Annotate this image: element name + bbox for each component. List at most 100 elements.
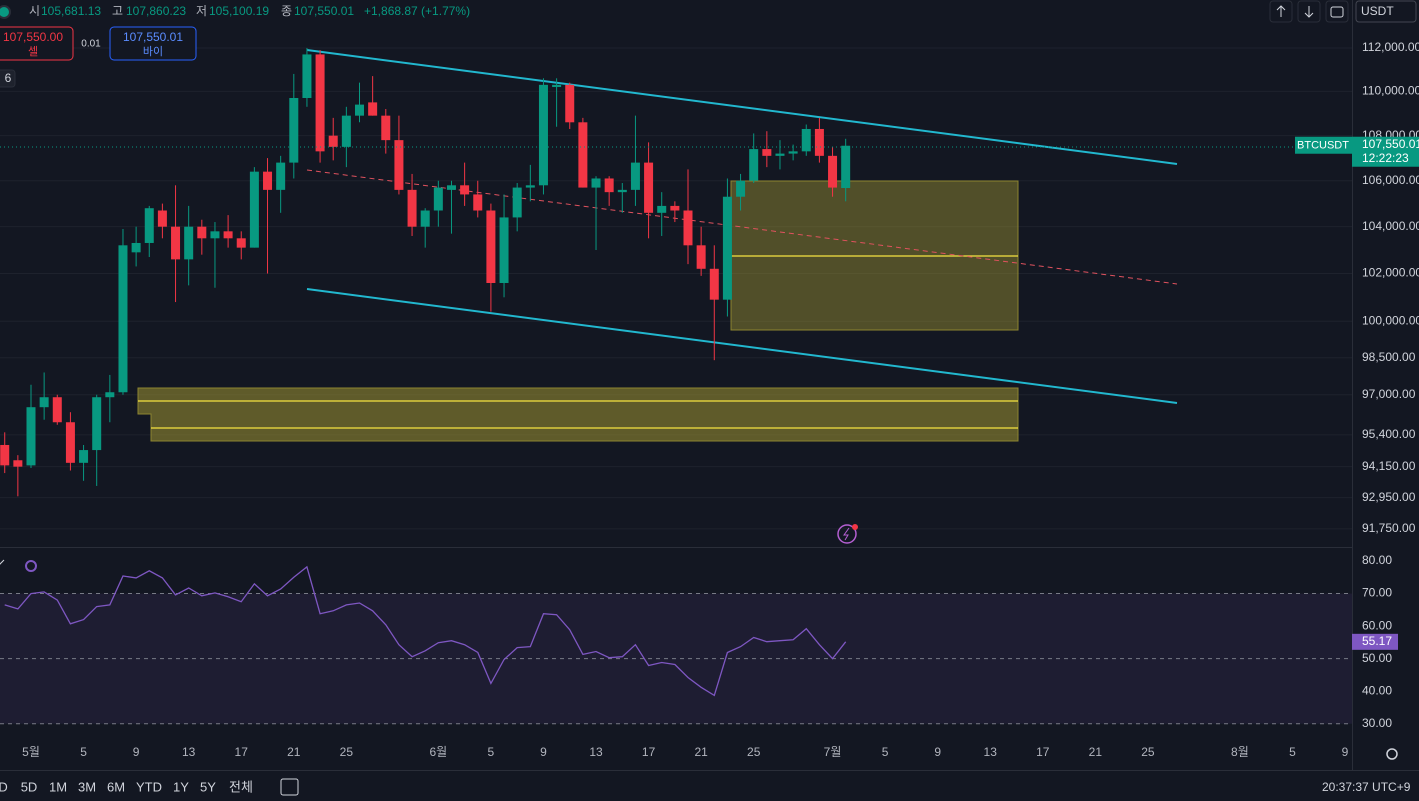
range-button[interactable]: 5Y [200,779,216,794]
badge: 6 [5,71,12,85]
buy-price: 107,550.01 [123,30,183,44]
rsi-tag [1352,633,1398,650]
candle-body [433,187,443,211]
candle-body [26,407,36,466]
x-tick-label: 17 [235,745,249,759]
trend-line [306,288,1178,404]
candle-body [328,135,338,147]
x-tick-label: 17 [642,745,656,759]
candle-body [473,194,483,211]
indicator-icon[interactable] [25,560,37,572]
y-tick-label: 30.00 [1362,716,1392,730]
x-tick-label: 13 [984,745,998,759]
candle-body [263,171,273,190]
candle-body [407,189,417,227]
price-tag-label: 107,550.01 [1362,137,1419,151]
badge-box[interactable] [0,69,16,88]
sell-button[interactable] [0,26,74,61]
ohlc-value: 107,860.23 [126,4,186,18]
candle-body [828,155,838,188]
drawings [137,49,1178,442]
alert-icon[interactable] [837,524,857,544]
currency-button[interactable] [1355,0,1417,23]
candle-body [210,231,220,239]
buy-button[interactable] [109,26,197,61]
y-tick-label: 102,000.00 [1362,266,1419,280]
candle-body [223,231,233,239]
range-button[interactable]: D [0,779,8,794]
candle-body [722,196,732,300]
candle-body [525,185,535,188]
candle-body [591,178,601,188]
y-tick-label: 91,750.00 [1362,521,1416,535]
candle-body [144,208,154,243]
candle-body [578,122,588,188]
symbol-tag [1295,136,1352,154]
candles [0,47,851,497]
candle-body [460,185,470,195]
range-button[interactable]: 6M [107,779,125,794]
candle-body [565,84,575,123]
x-tick-label: 5 [80,745,87,759]
symbol-icon[interactable] [0,5,11,19]
price-tag [1352,136,1419,167]
range-button[interactable]: 전체 [229,779,253,794]
currency: USDT [1361,4,1394,18]
x-tick-label: 25 [340,745,354,759]
candle-body [157,210,167,227]
arrow-up-icon [1276,5,1286,17]
candle-body [13,460,23,467]
candle-body [486,210,496,283]
ohlc-label: 종 [281,4,292,18]
candle-body [184,226,194,260]
candle-body [171,226,181,260]
range-button[interactable]: 1Y [173,779,189,794]
settings-icon[interactable] [1386,748,1398,760]
candle-body [381,115,391,141]
range-button[interactable]: 1M [49,779,67,794]
countdown-label: 12:22:23 [1362,151,1409,165]
candle-body [118,245,128,393]
candle-body [341,115,351,147]
y-tick-label: 110,000.00 [1362,84,1419,98]
candle-body [762,149,772,156]
candle-body [552,84,562,88]
x-tick-label: 9 [540,745,547,759]
range-button[interactable]: 3M [78,779,96,794]
reset-button[interactable] [1325,0,1349,23]
x-tick-label: 25 [747,745,761,759]
candle-body [736,180,746,197]
rsi-line [4,565,847,697]
candle-body [249,171,259,248]
range-button[interactable]: 5D [21,779,38,794]
ohlc-value: 105,100.19 [209,4,269,18]
scroll-down-button[interactable] [1297,0,1321,23]
collapse-icon[interactable] [0,559,5,566]
x-tick-label: 13 [589,745,603,759]
candle-body [355,104,364,116]
x-tick-label: 17 [1036,745,1050,759]
candle-body [775,153,785,156]
calendar-icon[interactable] [280,778,299,796]
alert-bolt [843,527,850,541]
range-button[interactable]: YTD [136,779,162,794]
x-tick-label: 6월 [429,745,447,759]
candle-body [420,210,430,227]
candle-body [65,422,75,463]
candle-body [394,140,404,190]
candle-body [604,178,614,193]
y-tick-label: 80.00 [1362,553,1392,567]
sell-label: 셀 [28,45,38,58]
arrow-down-icon [1304,6,1314,18]
y-tick-label: 60.00 [1362,618,1392,632]
scroll-up-button[interactable] [1269,0,1293,23]
ohlc-label: 저 [196,4,207,18]
candle-body [814,128,824,156]
grid [0,47,1352,530]
x-tick-label: 9 [1342,745,1349,759]
x-tick-label: 7월 [824,745,842,759]
change-value: +1,868.87 (+1.77%) [364,4,470,18]
rsi-tag-label: 55.17 [1362,634,1392,648]
candle-body [630,162,640,190]
candle-body [39,397,49,408]
